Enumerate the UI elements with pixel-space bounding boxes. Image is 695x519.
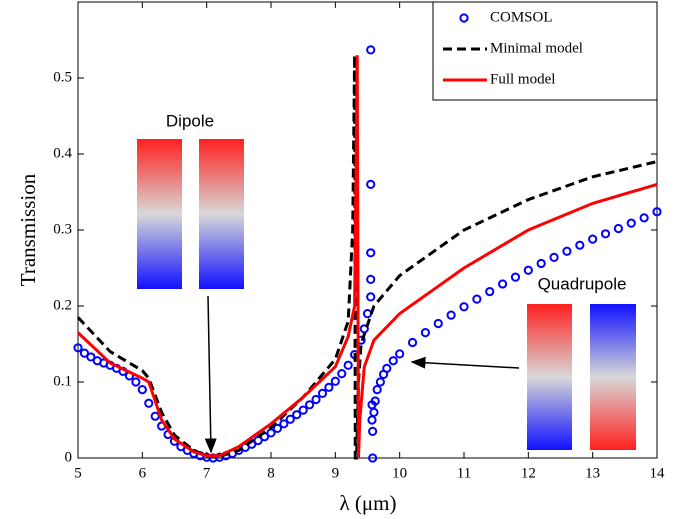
data-point [285, 414, 295, 424]
data-point [523, 265, 533, 275]
data-point [343, 360, 353, 370]
data-point [311, 394, 321, 405]
data-point [298, 405, 308, 415]
x-tick-label: 9 [332, 465, 340, 481]
x-tick-label: 5 [74, 465, 82, 481]
data-point [366, 248, 376, 258]
data-point [388, 356, 398, 366]
data-point [446, 310, 456, 320]
data-point [600, 229, 611, 239]
quadrupole-field [527, 304, 572, 450]
data-point [498, 279, 508, 289]
data-point [433, 318, 443, 329]
data-point [485, 286, 495, 297]
data-point [370, 396, 380, 406]
line [76, 55, 658, 460]
data-point [292, 410, 302, 420]
x-tick-label: 7 [203, 465, 211, 481]
x-tick-label: 12 [521, 465, 536, 481]
dipole-field [137, 139, 182, 289]
y-tick-label: 0.4 [53, 145, 72, 161]
data-point [366, 45, 376, 55]
x-tick-label: 10 [392, 465, 407, 481]
data-point [459, 302, 469, 312]
data-point [395, 349, 405, 359]
data-point [317, 388, 328, 398]
data-point [575, 240, 585, 250]
data-point [639, 213, 649, 223]
y-tick-label: 0.3 [53, 221, 72, 237]
dipole-field [199, 139, 244, 289]
legend-swatch [459, 13, 469, 23]
x-tick-label: 6 [139, 465, 147, 481]
y-tick-label: 0.1 [53, 373, 72, 389]
annotation: Dipole [166, 111, 214, 130]
y-tick-label: 0 [65, 449, 73, 465]
data-point [305, 400, 315, 410]
data-point [337, 369, 347, 379]
data-point [372, 385, 382, 395]
data-point [150, 411, 160, 421]
legend-label: COMSOL [490, 9, 553, 25]
data-point [137, 385, 147, 395]
legend-label: Full model [490, 71, 555, 87]
data-point [652, 207, 662, 217]
data-point [549, 252, 559, 262]
x-tick-label: 13 [585, 465, 600, 481]
data-point [420, 328, 430, 338]
data-point [368, 453, 378, 463]
y-tick-label: 0.5 [53, 69, 72, 85]
data-point [279, 419, 289, 429]
data-point [368, 426, 378, 436]
data-point [536, 258, 546, 269]
data-point [73, 343, 83, 353]
line [76, 55, 658, 459]
arrow [204, 295, 217, 454]
data-point [272, 423, 283, 433]
data-point [562, 246, 572, 256]
data-point [375, 377, 385, 387]
data-point [144, 398, 154, 408]
data-point [369, 407, 379, 417]
data-point [330, 376, 340, 386]
data-point [324, 382, 334, 392]
data-point [510, 272, 521, 282]
legend-box [432, 1, 658, 101]
arrow [410, 356, 520, 369]
data-point [407, 337, 418, 348]
data-point [86, 352, 96, 362]
x-tick-label: 11 [457, 465, 471, 481]
annotation: Quadrupole [538, 274, 627, 293]
data-point [366, 179, 376, 189]
x-axis-label: λ (μm) [339, 491, 396, 515]
data-point [626, 218, 636, 228]
data-point [588, 234, 598, 244]
legend-label: Minimal model [490, 40, 583, 56]
data-point [366, 292, 376, 302]
y-tick-label: 0.2 [53, 297, 72, 313]
x-tick-label: 14 [650, 465, 666, 481]
data-point [613, 223, 624, 234]
data-point [472, 294, 482, 304]
y-axis-label: Transmission [16, 173, 40, 286]
data-point [367, 415, 377, 425]
quadrupole-field [590, 304, 636, 450]
data-point [366, 274, 376, 284]
data-point [131, 377, 141, 387]
data-point [79, 348, 90, 358]
x-tick-label: 8 [267, 465, 275, 481]
data-point [382, 363, 392, 373]
